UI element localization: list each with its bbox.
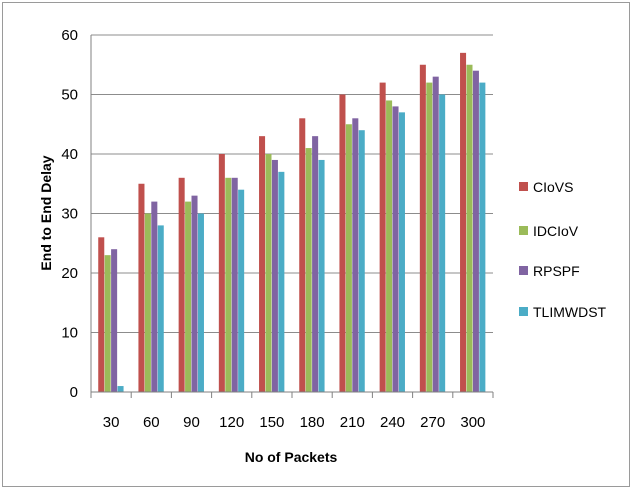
axes xyxy=(90,35,494,398)
x-tick-label: 240 xyxy=(380,414,405,431)
x-tick-label: 30 xyxy=(103,414,120,431)
bar-idciov-210 xyxy=(345,124,352,392)
legend-swatch-ciovs xyxy=(519,182,528,191)
bar-rpspf-150 xyxy=(271,159,278,392)
bar-idciov-270 xyxy=(426,82,433,392)
bar-tlimwdst-240 xyxy=(398,112,405,392)
bar-idciov-150 xyxy=(265,154,272,392)
bar-idciov-180 xyxy=(305,148,312,392)
bar-ciovs-30 xyxy=(98,237,105,392)
bar-ciovs-180 xyxy=(299,118,306,393)
x-tick-label: 120 xyxy=(219,414,244,431)
bar-idciov-30 xyxy=(104,255,111,392)
bar-tlimwdst-120 xyxy=(238,189,245,392)
legend-swatch-idciov xyxy=(519,226,528,235)
legend: CIoVS IDCIoV RPSPF TLIMWDST xyxy=(519,179,607,320)
bar-tlimwdst-300 xyxy=(479,82,486,392)
bar-ciovs-270 xyxy=(419,64,426,392)
bar-ciovs-210 xyxy=(339,94,346,392)
bar-rpspf-300 xyxy=(472,70,479,392)
bar-ciovs-300 xyxy=(460,52,467,392)
y-tick-labels: 0 10 20 30 40 50 60 xyxy=(61,27,78,401)
x-tick-label: 210 xyxy=(340,414,365,431)
bar-rpspf-270 xyxy=(432,76,439,393)
bar-rpspf-210 xyxy=(352,118,359,393)
x-tick-label: 270 xyxy=(420,414,445,431)
legend-label: CIoVS xyxy=(533,179,573,195)
y-tick-label: 10 xyxy=(61,325,78,342)
y-tick-label: 30 xyxy=(61,206,78,223)
x-axis-title: No of Packets xyxy=(245,449,338,465)
y-tick-label: 20 xyxy=(61,265,78,282)
legend-swatch-tlimwdst xyxy=(519,307,528,316)
bar-rpspf-120 xyxy=(231,177,238,392)
y-axis-title: End to End Delay xyxy=(38,155,54,270)
x-tick-label: 150 xyxy=(259,414,284,431)
legend-swatch-rpspf xyxy=(519,266,528,275)
y-tick-label: 0 xyxy=(70,384,78,401)
bar-rpspf-60 xyxy=(151,201,158,392)
y-tick-label: 60 xyxy=(61,27,78,44)
bar-tlimwdst-210 xyxy=(358,130,365,392)
x-tick-label: 180 xyxy=(300,414,325,431)
bar-ciovs-90 xyxy=(178,177,185,392)
bar-idciov-120 xyxy=(225,177,232,392)
bar-idciov-60 xyxy=(144,213,151,392)
bar-tlimwdst-60 xyxy=(157,225,164,392)
x-tick-label: 60 xyxy=(143,414,160,431)
y-tick-label: 50 xyxy=(61,87,78,104)
legend-label: IDCIoV xyxy=(533,223,579,239)
bar-idciov-90 xyxy=(185,201,192,392)
bar-tlimwdst-150 xyxy=(278,171,285,392)
legend-label: TLIMWDST xyxy=(533,304,607,320)
bar-idciov-240 xyxy=(386,100,393,392)
bar-idciov-300 xyxy=(466,64,473,392)
bar-ciovs-150 xyxy=(259,136,266,392)
x-tick-labels: 30 60 90 120 150 180 210 240 270 300 xyxy=(103,414,486,431)
bar-rpspf-90 xyxy=(191,195,198,392)
bar-tlimwdst-30 xyxy=(117,386,124,392)
bar-ciovs-60 xyxy=(138,183,145,392)
bar-tlimwdst-180 xyxy=(318,159,325,392)
bar-ciovs-240 xyxy=(379,82,386,392)
bar-rpspf-30 xyxy=(111,249,118,392)
bar-rpspf-240 xyxy=(392,106,399,393)
x-tick-label: 300 xyxy=(460,414,485,431)
x-tick-label: 90 xyxy=(183,414,200,431)
bar-ciovs-120 xyxy=(218,154,225,392)
bar-tlimwdst-270 xyxy=(439,94,446,392)
y-tick-label: 40 xyxy=(61,146,78,163)
bars xyxy=(98,52,486,393)
legend-label: RPSPF xyxy=(533,263,580,279)
bar-tlimwdst-90 xyxy=(197,213,204,392)
bar-rpspf-180 xyxy=(312,136,319,392)
